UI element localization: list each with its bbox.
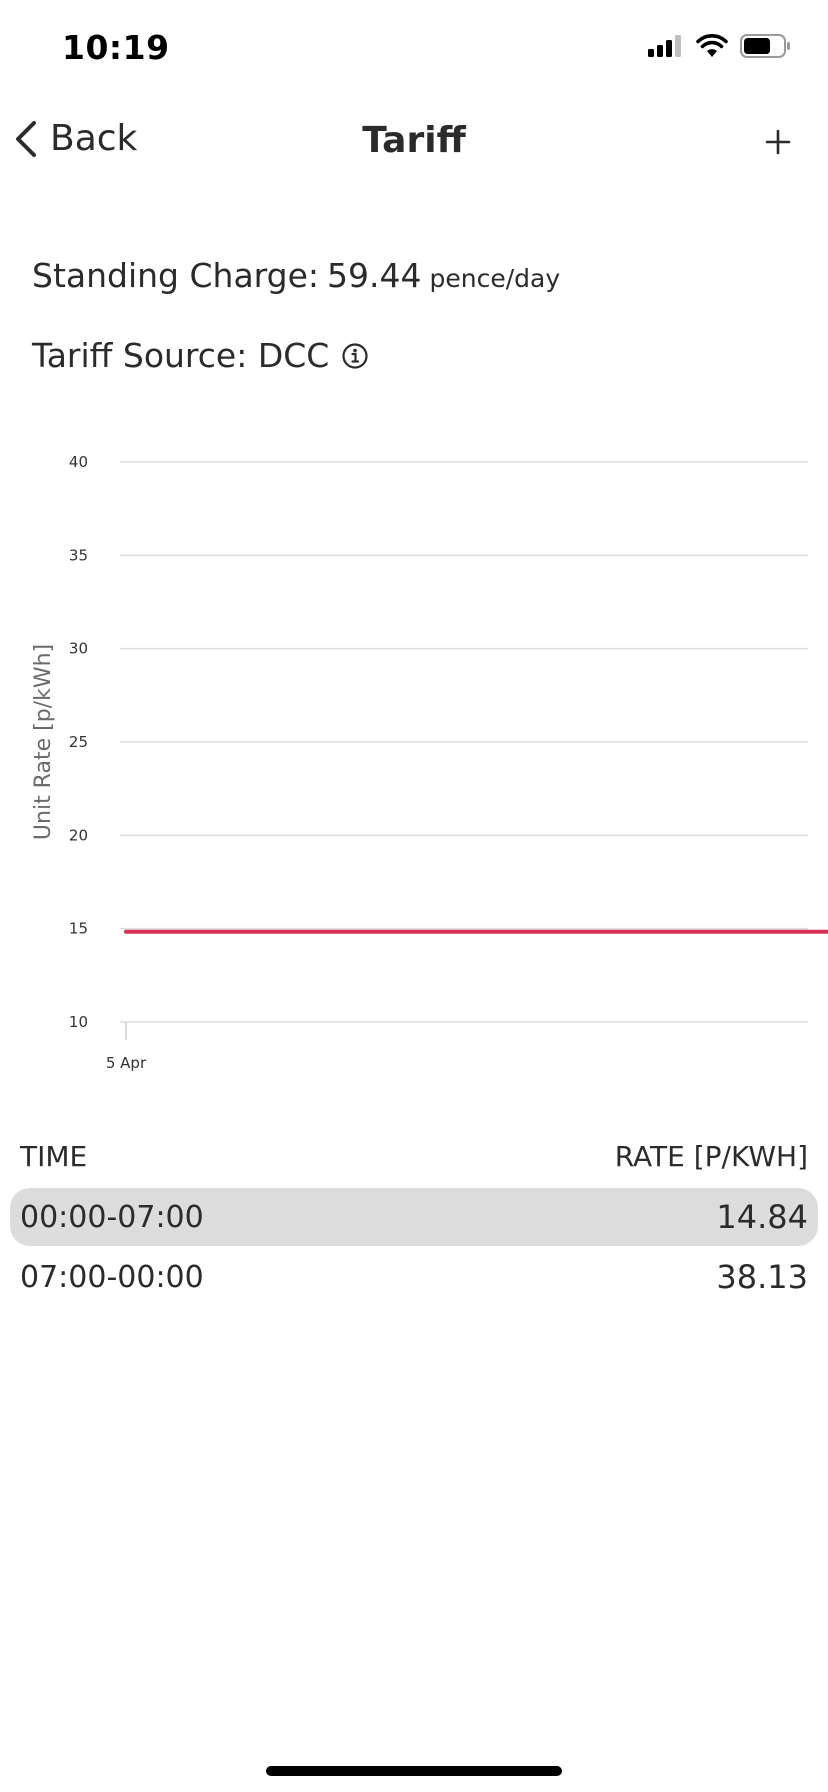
info-icon[interactable] [341,342,369,370]
back-label: Back [50,118,138,159]
tariff-source-label: Tariff Source: DCC [32,336,330,375]
standing-charge-row: Standing Charge: 59.44 pence/day [32,256,560,295]
y-tick-label: 15 [69,920,88,938]
rate-row-value: 14.84 [716,1198,808,1236]
y-tick-label: 20 [69,826,88,844]
y-tick-label: 40 [69,453,88,471]
standing-charge-label: Standing Charge: [32,256,320,295]
chevron-left-icon [16,120,36,157]
add-button[interactable] [758,122,798,162]
rate-row-time: 00:00-07:00 [20,1199,204,1235]
nav-bar: Back Tariff [0,100,828,180]
plus-icon [765,129,791,155]
status-time: 10:19 [62,28,170,67]
back-button[interactable]: Back [14,118,137,159]
x-tick-label: 5 Apr [106,1054,147,1072]
rate-row[interactable]: 00:00-07:00 14.84 [10,1188,818,1246]
rate-row[interactable]: 07:00-00:00 38.13 [10,1248,818,1306]
table-header: TIME RATE [P/KWH] [20,1140,808,1173]
page-title: Tariff [362,120,466,161]
rate-row-value: 38.13 [716,1258,808,1296]
y-tick-label: 10 [69,1013,88,1031]
rate-table: 00:00-07:00 14.84 07:00-00:00 38.13 [10,1188,818,1308]
y-tick-label: 25 [69,733,88,751]
tariff-rate-line [124,929,828,934]
home-indicator [266,1766,562,1776]
rate-column-header: RATE [P/KWH] [614,1140,808,1173]
standing-charge-value: 59.44 [327,256,422,295]
time-column-header: TIME [20,1140,88,1173]
wifi-icon [696,34,728,57]
y-axis-label: Unit Rate [p/kWh] [31,644,56,840]
status-bar: 10:19 [0,0,828,100]
tariff-source-row: Tariff Source: DCC [32,336,369,375]
status-icons [648,34,792,58]
y-tick-label: 30 [69,640,88,658]
standing-charge-unit: pence/day [429,264,561,293]
y-tick-label: 35 [69,546,88,564]
battery-icon [740,34,790,58]
rate-row-time: 07:00-00:00 [20,1259,204,1295]
cellular-signal-icon [648,35,681,57]
